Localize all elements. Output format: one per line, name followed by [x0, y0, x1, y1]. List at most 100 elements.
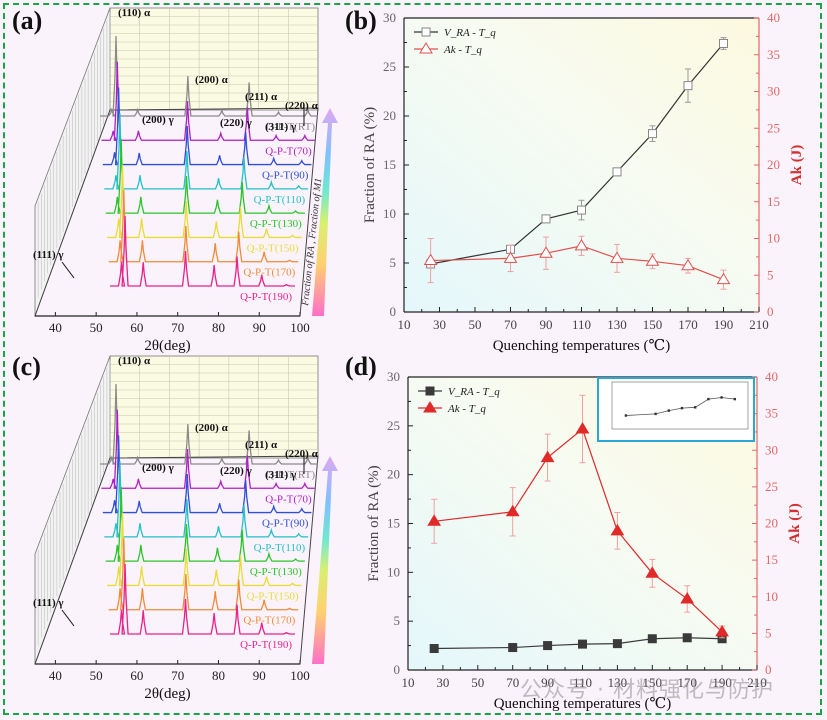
y-tick-label: 15	[387, 516, 400, 531]
trace-label: Q-P-T(150)	[247, 590, 299, 602]
series-line	[430, 245, 724, 281]
data-point	[645, 566, 660, 578]
x-tick-label: 90	[253, 668, 266, 683]
trace-label: Q-P-T(130)	[250, 218, 302, 230]
y2-tick-label: 25	[767, 120, 780, 135]
peak-annotation: (220) α	[285, 448, 319, 460]
y2-tick-label: 35	[765, 406, 778, 421]
peak-annotation: (311) γ	[265, 469, 296, 481]
inset-point	[733, 397, 736, 401]
data-point	[543, 641, 553, 651]
y2-tick-label: 20	[767, 157, 780, 172]
xrd-trace	[101, 61, 315, 141]
legend-marker	[423, 401, 437, 413]
data-point	[577, 205, 586, 215]
x-tick-label: 130	[607, 317, 627, 332]
inset-point	[624, 414, 628, 417]
peak-annotation: (211) α	[245, 91, 278, 103]
y2-tick-label: 30	[765, 442, 778, 457]
y-tick-label: 20	[387, 467, 400, 482]
plot-panel-b: 10 30 50 70 90 110 130 150 170 190 210051015202530…	[362, 10, 805, 354]
data-point	[574, 238, 589, 251]
x-tick-label: 100	[290, 320, 310, 335]
xrd-trace	[110, 563, 295, 635]
data-point	[429, 644, 439, 654]
trace-label: Q-P-T(190)	[240, 639, 292, 651]
legend-label: Ak - T_q	[443, 44, 482, 56]
peak-annotation: (200) α	[195, 422, 229, 434]
gradient-arrow	[312, 456, 338, 664]
x-tick-label: 40	[49, 320, 62, 335]
x-tick-label: 80	[212, 320, 225, 335]
x-tick-label: 80	[212, 668, 225, 683]
x-tick-label: 50	[469, 317, 482, 332]
inset-point	[720, 396, 723, 399]
y2-tick-label: 20	[765, 516, 778, 531]
peak-annotation: (111) γ	[33, 249, 64, 261]
trace-label: Q-P-T(70)	[265, 493, 312, 505]
inset-point	[667, 409, 670, 412]
x-tick-label: 110	[572, 317, 591, 332]
peak-annotation: (220) γ	[220, 117, 252, 129]
inset-point	[654, 412, 657, 416]
y-tick-label: 5	[394, 613, 401, 628]
x-tick-label: 150	[643, 675, 663, 690]
x-tick-label: 70	[506, 675, 519, 690]
xrd-trace	[108, 538, 299, 611]
data-point	[539, 246, 553, 258]
x-tick-label: 60	[130, 320, 143, 335]
x-tick-label: 10	[402, 675, 415, 690]
series-line	[430, 43, 724, 265]
data-point	[423, 253, 438, 266]
data-point	[645, 254, 660, 266]
x-tick-label: 60	[130, 668, 143, 683]
inset-point	[707, 397, 710, 401]
peak-annotation: (200) γ	[142, 462, 174, 474]
y-tick-label: 10	[387, 564, 400, 579]
x-tick-label: 170	[678, 317, 698, 332]
x-axis-title: 2θ(deg)	[144, 686, 190, 702]
y2-tick-label: 10	[767, 231, 780, 246]
legend-marker	[425, 386, 435, 396]
x-tick-label: 40	[49, 668, 62, 683]
panel-label-a: (a)	[12, 6, 43, 35]
inset-frame	[611, 381, 749, 430]
y2-tick-label: 40	[767, 10, 780, 25]
panel-label-b: (b)	[345, 6, 377, 35]
y2-tick-label: 30	[767, 84, 780, 99]
x-tick-label: 150	[643, 317, 663, 332]
y-tick-label: 15	[383, 157, 396, 172]
data-point	[541, 214, 551, 224]
xrd-trace	[110, 215, 295, 287]
y-tick-label: 10	[383, 206, 396, 221]
xrd-trace	[100, 35, 318, 117]
x-tick-label: 90	[253, 320, 266, 335]
trace-label: Q-P-T(150)	[247, 242, 299, 254]
x-tick-label: 130	[608, 675, 628, 690]
x-tick-label: 50	[90, 320, 103, 335]
x-tick-label: 100	[290, 668, 310, 683]
legend-marker	[419, 42, 433, 54]
x-tick-label: 70	[504, 317, 517, 332]
xrd-trace	[100, 383, 318, 465]
data-point	[505, 504, 520, 517]
legend-label: V_RA - T_q	[444, 27, 496, 39]
xrd-trace	[101, 409, 315, 489]
data-point	[647, 634, 657, 644]
trace-label: Q-P-T(70)	[265, 145, 312, 157]
data-point	[682, 633, 692, 643]
xrd-trace	[104, 113, 309, 190]
trace-label: Q-P-T(90)	[262, 170, 309, 182]
y2-tick-label: 10	[765, 589, 778, 604]
data-point	[683, 81, 693, 91]
x-tick-label: 210	[749, 317, 769, 332]
x-axis-title: Quenching temperatures (℃)	[493, 338, 671, 354]
figure-frame	[3, 3, 822, 715]
y-tick-label: 0	[390, 304, 397, 319]
panel-label-c: (c)	[12, 352, 41, 381]
xrd-trace	[102, 435, 312, 514]
xrd-trace	[105, 138, 305, 214]
peak-annotation: (220) γ	[220, 465, 252, 477]
y-tick-label: 30	[387, 369, 400, 384]
